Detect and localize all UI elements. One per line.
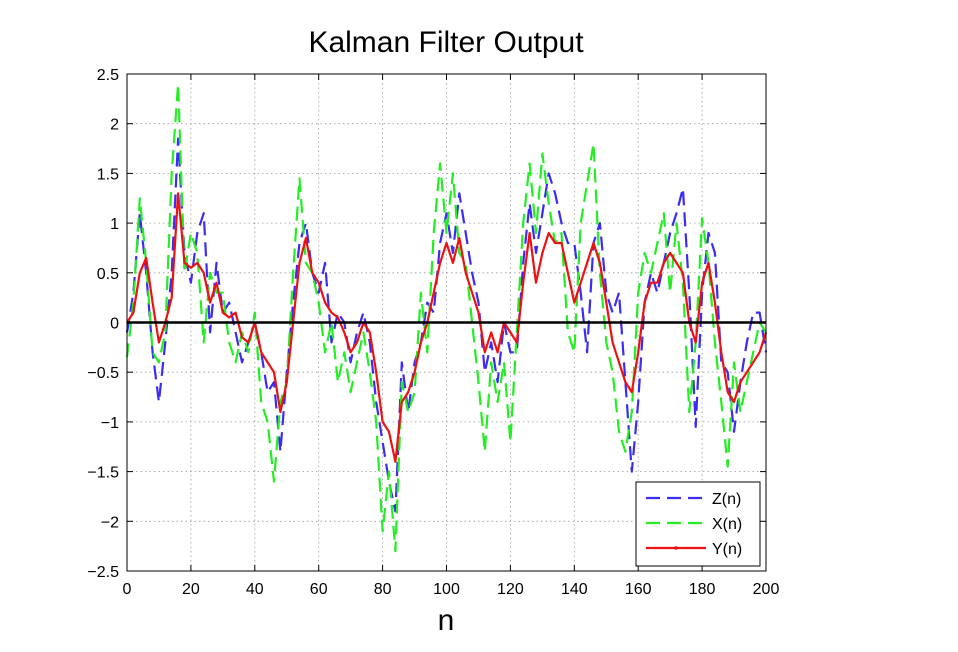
y-tick-label: 2.5 bbox=[97, 67, 119, 84]
x-axis-label: n bbox=[438, 604, 455, 637]
legend-marker bbox=[674, 546, 678, 550]
axes bbox=[126, 73, 767, 572]
legend-label: Y(n) bbox=[712, 541, 742, 558]
y-tick-label: −1.5 bbox=[87, 465, 119, 482]
y-tick-label: 0 bbox=[110, 316, 119, 333]
series-line-xn bbox=[125, 82, 767, 553]
x-tick-label: 160 bbox=[625, 581, 652, 598]
y-tick-label: −0.5 bbox=[87, 365, 119, 382]
x-tick-label: 0 bbox=[123, 581, 132, 598]
y-tick-label: −2.5 bbox=[87, 564, 119, 581]
x-tick-label: 40 bbox=[246, 581, 264, 598]
chart-title: Kalman Filter Output bbox=[308, 26, 584, 59]
x-tick-label: 140 bbox=[561, 581, 588, 598]
legend-label: Z(n) bbox=[712, 491, 741, 508]
tick-labels: 0 20 40 60 80 100 120 140 160 180 200−2.5−2−1.5−1−… bbox=[87, 67, 779, 598]
legend: Z(n) X(n) Y(n) bbox=[635, 481, 761, 567]
x-tick-label: 180 bbox=[689, 581, 716, 598]
series-line-yn bbox=[126, 192, 768, 463]
y-tick-label: 1 bbox=[110, 216, 119, 233]
x-tick-label: 100 bbox=[433, 581, 460, 598]
y-tick-label: 0.5 bbox=[97, 266, 119, 283]
y-tick-label: 2 bbox=[110, 117, 119, 134]
x-tick-label: 200 bbox=[753, 581, 780, 598]
x-tick-label: 60 bbox=[310, 581, 328, 598]
x-tick-label: 80 bbox=[374, 581, 392, 598]
y-tick-label: 1.5 bbox=[97, 166, 119, 183]
y-tick-label: −2 bbox=[101, 514, 119, 531]
x-tick-label: 20 bbox=[182, 581, 200, 598]
y-tick-label: −1 bbox=[101, 415, 119, 432]
x-tick-label: 120 bbox=[497, 581, 524, 598]
legend-label: X(n) bbox=[712, 516, 742, 533]
